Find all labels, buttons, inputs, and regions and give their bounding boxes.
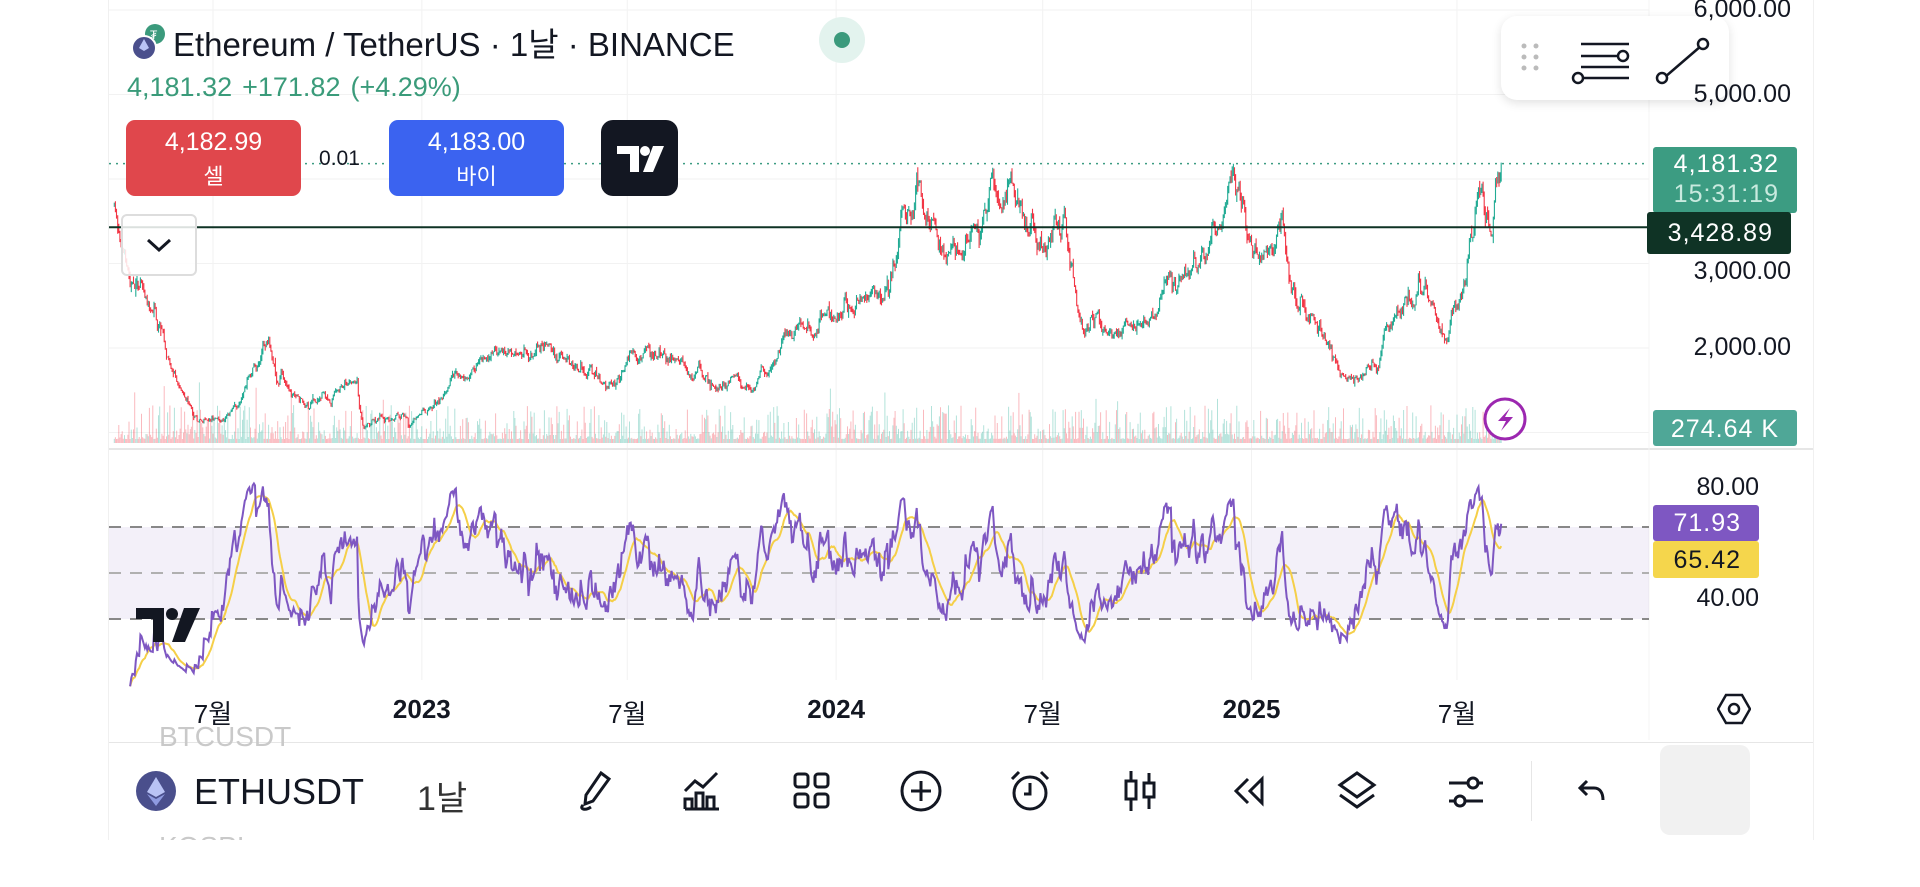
horizontal-line-badge: 3,428.89 <box>1647 212 1791 254</box>
draw-icon[interactable] <box>571 767 619 815</box>
drawing-floating-toolbar <box>1501 16 1729 100</box>
chart-canvas[interactable] <box>109 0 1813 740</box>
volume-badge: 274.64 K <box>1653 410 1797 446</box>
alert-icon[interactable] <box>1006 767 1054 815</box>
layouts-icon[interactable] <box>788 767 836 815</box>
time-axis-label: 7월 <box>608 699 647 729</box>
rsi-value-badge: 71.93 <box>1653 505 1759 541</box>
lightning-icon[interactable] <box>1483 396 1531 442</box>
sell-button[interactable]: 4,182.99 셀 <box>126 120 301 196</box>
rsi-ma-line <box>129 494 1503 687</box>
candles-up <box>113 162 1502 430</box>
prev-symbol[interactable]: BTCUSDT <box>159 721 292 752</box>
market-status-indicator[interactable] <box>819 17 865 63</box>
rsi-tick-40: 40.00 <box>1696 584 1759 612</box>
interval-selector[interactable]: 1날 <box>417 780 468 818</box>
rsi-line <box>129 481 1503 687</box>
candle-countdown: 15:31:19 <box>1673 180 1779 208</box>
rsi-tick-80: 80.00 <box>1696 473 1759 501</box>
trend-line-tool-icon[interactable] <box>1651 32 1715 86</box>
time-axis-label: 2024 <box>807 694 866 724</box>
symbol-title: Ethereum / TetherUS · 1날 · BINANCE <box>173 26 735 63</box>
replay-icon[interactable] <box>1224 767 1272 815</box>
drag-handle-icon[interactable] <box>1519 42 1543 74</box>
volume-bars-down <box>114 386 1500 443</box>
tradingview-logo-icon <box>617 146 664 172</box>
add-icon[interactable] <box>897 767 945 815</box>
toolbar-divider <box>1531 761 1532 821</box>
settings-icon[interactable] <box>1443 767 1491 815</box>
time-axis-label: 2023 <box>392 694 451 724</box>
tradingview-watermark-icon <box>136 608 200 642</box>
symbol-title-row[interactable]: ₮ Ethereum / TetherUS · 1날 · BINANCE <box>129 18 735 66</box>
time-axis-label: 7월 <box>1437 699 1477 729</box>
price-change: +171.82 <box>242 72 341 102</box>
buy-button[interactable]: 4,183.00 바이 <box>389 120 564 196</box>
spread: 0.01 <box>319 147 360 170</box>
time-axis-label: 2025 <box>1222 694 1281 724</box>
bottom-toolbar: BTCUSDT KOSPI ETHUSDT 1날 <box>109 721 1813 840</box>
status-dot-icon <box>834 32 850 48</box>
chevron-down-icon <box>146 238 172 253</box>
volume-bars-up <box>113 382 1502 443</box>
buy-price: 4,183.00 <box>427 128 526 156</box>
next-symbol[interactable]: KOSPI <box>159 831 245 840</box>
sell-price: 4,182.99 <box>164 128 263 156</box>
price-tick-label: 6,000.00 <box>1693 0 1791 23</box>
time-axis-label: 7월 <box>1023 699 1062 729</box>
rsi-ma-value-badge: 65.42 <box>1653 541 1759 578</box>
layers-icon[interactable] <box>1333 767 1381 815</box>
last-price: 4,181.32 <box>127 72 233 102</box>
undo-icon[interactable] <box>1569 767 1617 815</box>
horizontal-lines-tool-icon[interactable] <box>1569 32 1633 86</box>
time-axis-label: 7월 <box>193 699 233 729</box>
price-tick-label: 5,000.00 <box>1693 79 1791 108</box>
price-tick-label: 2,000.00 <box>1693 333 1791 361</box>
buy-label: 바이 <box>456 164 497 189</box>
chart-type-icon[interactable] <box>1116 767 1164 815</box>
symbol-selector[interactable]: ETHUSDT <box>194 771 364 812</box>
last-price-badge: 4,181.32 15:31:19 <box>1653 147 1797 213</box>
sell-label: 셀 <box>203 164 224 189</box>
price-change-pct: (+4.29%) <box>350 72 461 102</box>
last-price-badge-value: 4,181.32 <box>1673 150 1779 178</box>
price-tick-label: 3,000.00 <box>1693 257 1791 285</box>
collapse-legend-button[interactable] <box>121 214 197 276</box>
tradingview-logo-button[interactable] <box>601 120 678 196</box>
ethereum-icon <box>136 771 176 811</box>
collapse-button[interactable] <box>1660 745 1750 835</box>
chart-settings-icon[interactable] <box>1717 692 1751 726</box>
eth-usdt-logo-icon: ₮ <box>131 24 165 61</box>
svg-text:₮: ₮ <box>150 28 158 42</box>
candles-down <box>114 167 1500 429</box>
indicators-icon[interactable] <box>679 767 727 815</box>
quote-row: 4,181.32 +171.82 (+4.29%) <box>127 72 471 103</box>
tradingview-app: ₮ Ethereum / TetherUS · 1날 · BINANCE 4,1… <box>108 0 1814 840</box>
